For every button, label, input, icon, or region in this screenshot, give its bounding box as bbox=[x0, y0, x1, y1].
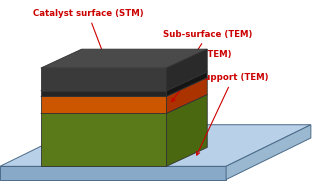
Polygon shape bbox=[166, 77, 207, 113]
Polygon shape bbox=[41, 96, 166, 113]
Polygon shape bbox=[0, 125, 311, 166]
Polygon shape bbox=[41, 91, 166, 96]
Polygon shape bbox=[41, 77, 207, 96]
Polygon shape bbox=[41, 94, 207, 113]
Polygon shape bbox=[166, 94, 207, 166]
Text: Catalyst surface (STM): Catalyst surface (STM) bbox=[33, 9, 143, 55]
Polygon shape bbox=[41, 72, 207, 91]
Text: Bulk (TEM): Bulk (TEM) bbox=[172, 50, 231, 102]
Polygon shape bbox=[41, 49, 207, 68]
Text: Sub-surface (TEM): Sub-surface (TEM) bbox=[163, 29, 253, 90]
Polygon shape bbox=[41, 113, 166, 166]
Polygon shape bbox=[166, 72, 207, 96]
Polygon shape bbox=[166, 49, 207, 91]
Polygon shape bbox=[41, 68, 166, 91]
Text: Support (TEM): Support (TEM) bbox=[197, 73, 268, 155]
Polygon shape bbox=[0, 166, 226, 180]
Polygon shape bbox=[226, 125, 311, 180]
